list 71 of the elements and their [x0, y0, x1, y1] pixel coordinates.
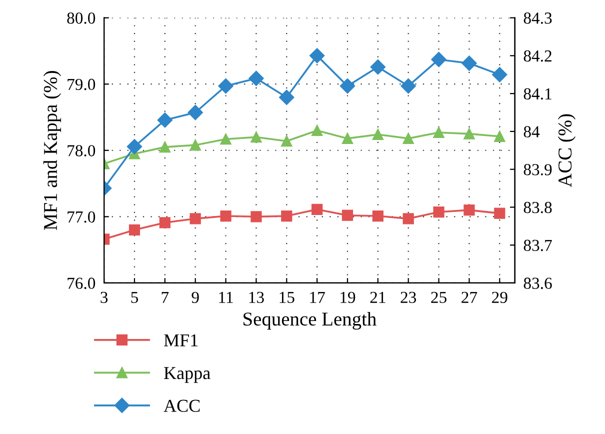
legend-label: MF1: [164, 334, 198, 346]
point: [464, 128, 475, 140]
y-tick-label: 80.0: [67, 12, 96, 24]
point: [433, 206, 444, 218]
y-tick-label: 77.0: [68, 211, 96, 223]
y2-axis-title: ACC (%): [558, 114, 576, 188]
point: [250, 132, 262, 143]
point: [494, 130, 506, 142]
legend-label: Kappa: [164, 367, 210, 383]
point: [218, 78, 234, 94]
point: [188, 104, 203, 120]
x-tick-label: 5: [131, 292, 138, 304]
point: [159, 217, 170, 228]
y2-tick-label: 83.6: [524, 278, 552, 289]
point: [248, 70, 264, 86]
point: [433, 126, 444, 138]
point: [281, 210, 292, 222]
x-tick-label: 25: [431, 292, 446, 304]
point: [159, 142, 170, 153]
point: [462, 56, 477, 71]
y2-tick-label: 84.1: [524, 88, 552, 100]
point: [312, 124, 323, 136]
point: [464, 204, 475, 216]
point: [126, 139, 142, 154]
point: [402, 132, 414, 144]
x-tick-label: 13: [249, 292, 264, 304]
point: [372, 128, 384, 140]
point: [370, 59, 386, 75]
y2-tick-label: 83.9: [524, 164, 552, 176]
point: [400, 78, 416, 94]
x-tick-label: 7: [162, 292, 169, 303]
x-tick-label: 9: [192, 292, 199, 304]
y2-tick-label: 84.2: [524, 50, 552, 62]
legend-label: ACC: [164, 400, 200, 412]
x-tick-label: 23: [400, 292, 416, 304]
x-tick-label: 27: [462, 292, 478, 303]
point: [190, 213, 201, 224]
point: [340, 78, 356, 94]
point: [492, 67, 508, 82]
point: [220, 134, 232, 145]
x-tick-label: 29: [492, 292, 508, 304]
y-tick-label: 79.0: [68, 78, 96, 90]
point: [312, 204, 323, 215]
point: [190, 140, 201, 151]
y2-tick-label: 83.7: [524, 240, 552, 252]
point: [281, 136, 292, 147]
x-tick-label: 21: [370, 292, 386, 303]
y-tick-label: 78.0: [68, 145, 96, 156]
point: [402, 213, 414, 224]
x-axis-title: Sequence Length: [244, 312, 376, 330]
x-tick-label: 3: [100, 292, 108, 304]
y2-tick-label: 84: [524, 126, 540, 138]
point: [309, 48, 325, 64]
point: [431, 52, 446, 68]
point: [279, 90, 294, 105]
x-tick-label: 17: [310, 292, 325, 303]
y2-tick-label: 84.3: [524, 12, 552, 24]
x-tick-label: 15: [280, 292, 294, 304]
x-tick-label: 19: [340, 292, 356, 304]
y-tick-label: 76.0: [68, 278, 96, 289]
point: [342, 210, 354, 221]
point: [220, 210, 232, 222]
point: [372, 210, 384, 222]
y-axis-title: MF1 and Kappa (%): [43, 71, 62, 230]
point: [342, 132, 354, 144]
point: [494, 208, 506, 219]
point: [157, 112, 172, 128]
point: [250, 211, 262, 222]
y2-tick-label: 83.8: [524, 202, 552, 214]
x-tick-label: 11: [219, 292, 233, 303]
point: [128, 224, 140, 236]
